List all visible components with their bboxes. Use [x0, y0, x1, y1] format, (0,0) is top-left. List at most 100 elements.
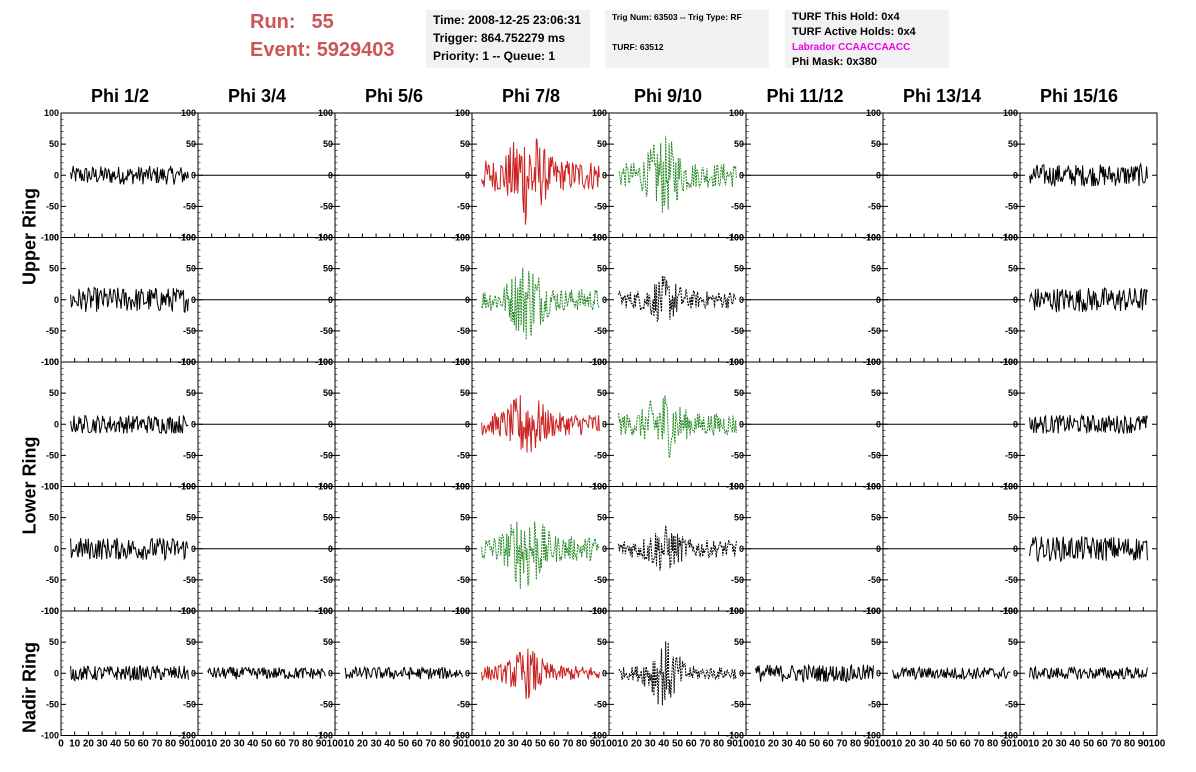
- x-tick-label: 40: [658, 739, 670, 750]
- waveform-trace: [618, 395, 737, 458]
- x-tick-label: 60: [686, 739, 698, 750]
- x-tick-label: 30: [1056, 739, 1068, 750]
- y-tick-label: -50: [320, 326, 333, 336]
- x-tick-label: 70: [1110, 739, 1122, 750]
- x-tick-label: 10: [343, 739, 355, 750]
- waveform-trace: [481, 648, 600, 700]
- x-tick-label: 10: [69, 739, 81, 750]
- y-tick-label: 50: [49, 388, 59, 398]
- y-tick-label: 100: [866, 606, 881, 616]
- time-text: Time: 2008-12-25 23:06:31: [433, 13, 581, 27]
- y-tick-label: 0: [465, 544, 470, 554]
- y-tick-label: 100: [181, 357, 196, 367]
- y-tick-label: -50: [457, 699, 470, 709]
- waveform-trace: [70, 537, 189, 562]
- y-tick-label: 100: [729, 482, 744, 492]
- y-tick-label: -100: [726, 731, 744, 741]
- y-tick-label: 50: [186, 139, 196, 149]
- y-tick-label: -50: [46, 201, 59, 211]
- y-tick-label: 100: [1003, 357, 1018, 367]
- priority-text: Priority: 1 -- Queue: 1: [433, 49, 556, 63]
- y-tick-label: -50: [320, 450, 333, 460]
- column-title-phi-15-16: Phi 15/16: [1039, 86, 1119, 106]
- y-tick-label: 100: [455, 233, 470, 243]
- y-tick-label: 0: [465, 419, 470, 429]
- y-tick-label: 50: [871, 388, 881, 398]
- x-tick-label: 60: [549, 739, 561, 750]
- y-tick-label: 0: [1013, 544, 1018, 554]
- y-tick-label: 0: [876, 170, 881, 180]
- column-title-phi-13-14: Phi 13/14: [902, 86, 982, 106]
- y-tick-label: 100: [592, 606, 607, 616]
- y-tick-label: 0: [191, 170, 196, 180]
- x-tick-label: 30: [234, 739, 246, 750]
- x-tick-label: 80: [987, 739, 999, 750]
- y-tick-label: -50: [457, 201, 470, 211]
- waveform-trace: [70, 165, 189, 185]
- y-tick-label: -50: [594, 699, 607, 709]
- y-tick-label: 0: [54, 419, 59, 429]
- y-tick-label: 100: [318, 233, 333, 243]
- y-tick-label: -50: [183, 575, 196, 585]
- column-title-phi-3-4: Phi 3/4: [227, 86, 287, 106]
- y-tick-label: 100: [455, 482, 470, 492]
- x-tick-label: 40: [795, 739, 807, 750]
- waveform-trace: [1029, 413, 1148, 435]
- y-tick-label: -100: [178, 731, 196, 741]
- waveform-trace: [70, 414, 189, 434]
- y-tick-label: 50: [871, 637, 881, 647]
- y-tick-label: 0: [54, 544, 59, 554]
- y-tick-label: -50: [868, 326, 881, 336]
- x-tick-label: 40: [1069, 739, 1081, 750]
- waveform-trace: [1029, 162, 1148, 187]
- y-tick-label: 50: [597, 637, 607, 647]
- x-tick-label: 10: [1028, 739, 1040, 750]
- y-tick-label: 0: [739, 170, 744, 180]
- x-tick-label: 70: [973, 739, 985, 750]
- x-tick-label: 100: [738, 739, 755, 750]
- x-tick-label: 20: [494, 739, 506, 750]
- x-tick-label: 80: [1124, 739, 1136, 750]
- x-tick-label: 10: [617, 739, 629, 750]
- y-tick-label: 100: [729, 357, 744, 367]
- turf-info-box: TURF This Hold: 0x4 TURF Active Holds: 0…: [785, 10, 949, 68]
- x-tick-label: 100: [875, 739, 892, 750]
- y-tick-label: 0: [602, 170, 607, 180]
- y-tick-label: -50: [868, 201, 881, 211]
- waveform-trace: [618, 275, 737, 323]
- time-info-box: Time: 2008-12-25 23:06:31 Trigger: 864.7…: [426, 10, 590, 68]
- y-tick-label: 100: [455, 108, 470, 118]
- y-tick-label: 50: [460, 637, 470, 647]
- x-tick-label: 40: [521, 739, 533, 750]
- y-tick-label: -100: [41, 606, 59, 616]
- y-tick-label: 0: [191, 295, 196, 305]
- x-tick-label: 70: [425, 739, 437, 750]
- y-tick-label: -50: [868, 575, 881, 585]
- x-tick-label: 100: [190, 739, 207, 750]
- x-tick-label: 50: [398, 739, 410, 750]
- y-tick-label: 0: [1013, 170, 1018, 180]
- y-tick-label: 0: [328, 170, 333, 180]
- x-tick-label: 10: [480, 739, 492, 750]
- y-tick-label: -50: [183, 450, 196, 460]
- event-value: 5929403: [316, 39, 395, 61]
- x-tick-label: 30: [371, 739, 383, 750]
- y-tick-label: 0: [1013, 419, 1018, 429]
- y-tick-label: -50: [1005, 326, 1018, 336]
- x-tick-label: 80: [576, 739, 588, 750]
